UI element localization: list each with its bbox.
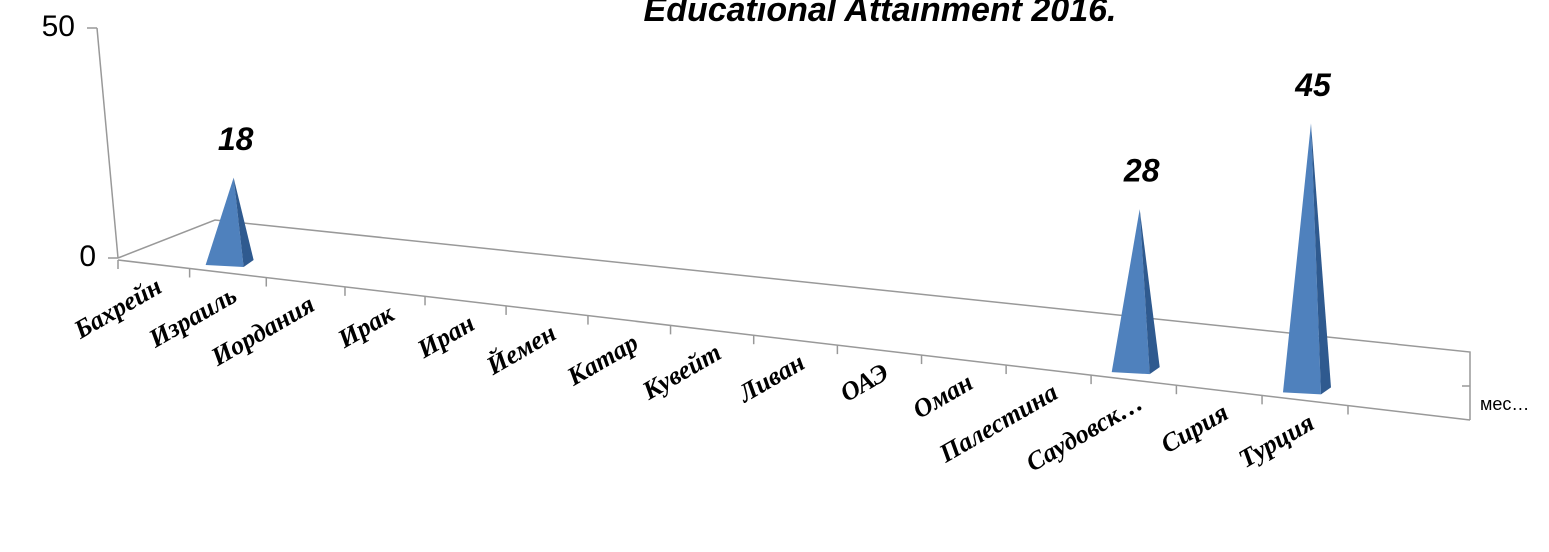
x-tick-label: Иран <box>412 308 480 364</box>
x-tick-label: ОАЭ <box>835 357 893 407</box>
floor-back <box>117 219 1471 420</box>
y-axis <box>96 27 119 259</box>
y-tick-label: 50 <box>42 10 75 43</box>
x-tick-label: Катар <box>561 328 643 392</box>
x-tick-label: Турция <box>1234 408 1319 474</box>
pyramid-side <box>1310 123 1331 395</box>
pyramid-side <box>1139 209 1160 375</box>
pyramid <box>1111 209 1150 375</box>
data-label: 45 <box>1294 67 1332 103</box>
x-tick-label: Ирак <box>332 298 400 354</box>
series-label: мес… <box>1480 394 1529 414</box>
y-tick-label: 0 <box>79 240 96 273</box>
x-tick-label: Йемен <box>481 318 561 381</box>
x-tick-label: Ливан <box>732 347 809 408</box>
x-tick-label: Кувейт <box>637 338 726 406</box>
pyramid <box>205 177 244 267</box>
pyramid <box>1282 123 1321 395</box>
data-label: 28 <box>1123 153 1160 189</box>
x-tick-label: Сирия <box>1156 398 1233 459</box>
chart-title: Educational Attainment 2016. <box>644 0 1117 29</box>
x-tick-label: Оман <box>908 367 978 424</box>
data-label: 18 <box>218 121 254 157</box>
floor-front <box>117 259 1471 421</box>
pyramid-side <box>233 177 254 267</box>
